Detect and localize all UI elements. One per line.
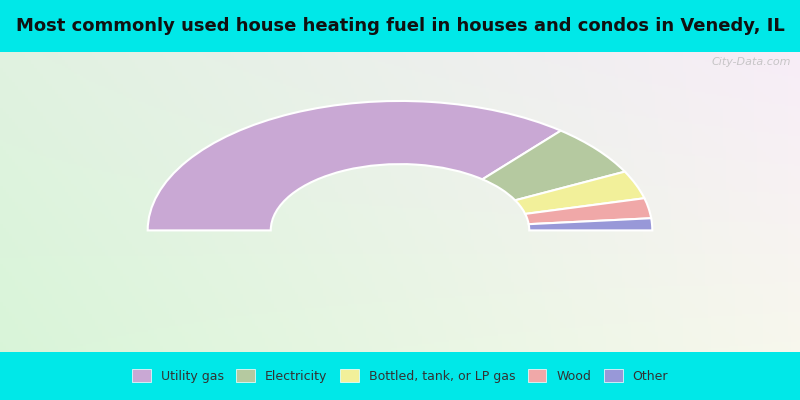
Wedge shape xyxy=(529,218,652,230)
Text: Most commonly used house heating fuel in houses and condos in Venedy, IL: Most commonly used house heating fuel in… xyxy=(16,17,784,35)
Legend: Utility gas, Electricity, Bottled, tank, or LP gas, Wood, Other: Utility gas, Electricity, Bottled, tank,… xyxy=(126,363,674,389)
Wedge shape xyxy=(148,101,561,230)
Wedge shape xyxy=(482,131,625,200)
Text: City-Data.com: City-Data.com xyxy=(711,57,790,67)
Wedge shape xyxy=(525,198,651,224)
Wedge shape xyxy=(515,172,644,214)
